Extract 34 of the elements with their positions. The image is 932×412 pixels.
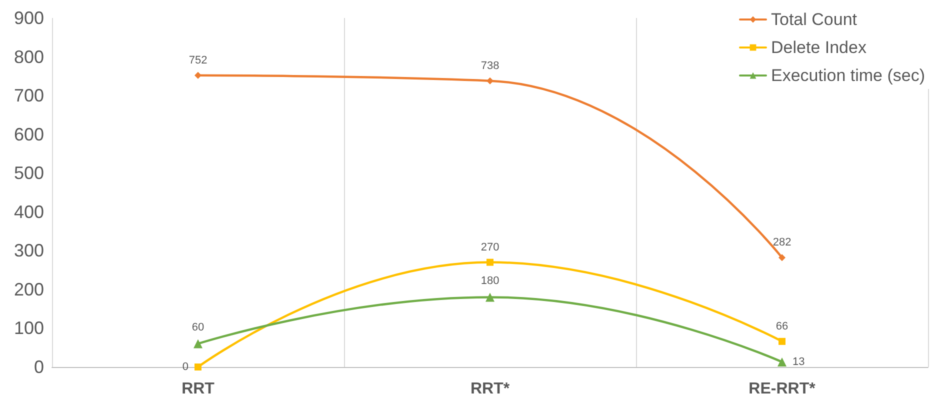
data-label: 738	[480, 60, 500, 72]
data-label: 180	[480, 275, 500, 288]
x-tick-label: RRT*	[470, 380, 510, 398]
y-tick-label: 800	[14, 46, 44, 67]
legend-label: Total Count	[771, 10, 858, 29]
point	[486, 258, 494, 266]
y-tick-label: 100	[14, 318, 44, 338]
y-tick-label: 900	[14, 8, 44, 28]
y-tick-label: 500	[14, 163, 44, 184]
legend-label: Delete Index	[771, 38, 867, 57]
data-label: 13	[792, 356, 805, 368]
point	[194, 339, 202, 348]
y-tick-label: 300	[14, 240, 44, 261]
point	[194, 72, 202, 79]
point	[486, 292, 494, 302]
point	[778, 357, 786, 366]
x-tick-label: RRT	[182, 380, 215, 398]
point	[778, 254, 786, 262]
y-tick-label: 200	[14, 279, 44, 300]
data-label: 66	[776, 320, 788, 332]
data-label: 270	[480, 241, 500, 254]
y-tick-label: 600	[14, 124, 44, 144]
point	[194, 364, 202, 370]
data-label: 282	[772, 236, 792, 249]
data-label: 0	[182, 361, 188, 373]
data-label: 752	[188, 54, 208, 66]
y-tick-label: 400	[14, 202, 44, 222]
legend-label: Execution time (sec)	[771, 66, 926, 85]
data-label: 60	[192, 322, 204, 334]
point	[778, 338, 786, 345]
x-tick-label: RE-RRT*	[748, 380, 816, 398]
point	[486, 77, 494, 84]
y-tick-label: 700	[14, 86, 44, 106]
y-tick-label: 0	[34, 357, 44, 377]
